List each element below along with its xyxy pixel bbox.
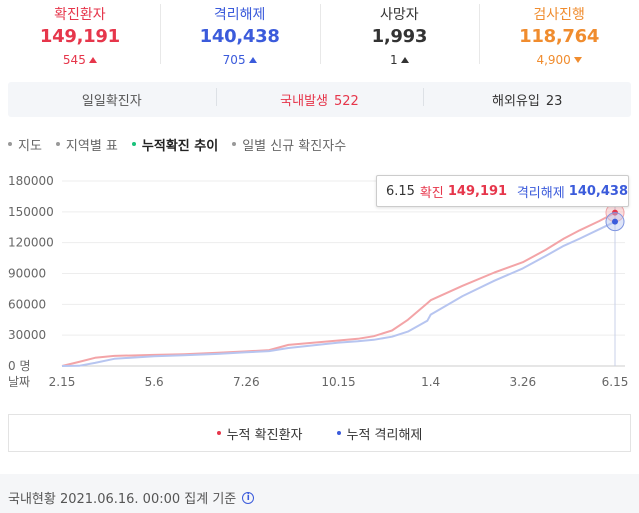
legend-label: 누적 격리해제 [346,427,423,443]
tab-label: 일별 신규 확진자수 [242,138,347,154]
released-highlight-dot [612,218,618,225]
legend-label: 누적 확진환자 [226,427,303,443]
stat-confirmed: 확진환자 149,191 545 [0,0,160,74]
bullet-icon [55,142,60,146]
bullet-icon [131,142,136,146]
stat-value: 149,191 [39,26,120,47]
stat-label: 확진환자 [54,7,106,23]
y-tick-label: 120000 [8,236,54,250]
released-series-line [61,220,616,367]
stat-label: 검사진행 [533,7,585,23]
x-tick-label: 10.15 [321,375,355,389]
tab-daily-new[interactable]: 일별 신규 확진자수 [232,134,346,154]
tab-region-table[interactable]: 지역별 표 [55,134,118,154]
tab-cumulative-trend[interactable]: 누적확진 추이 [131,134,219,154]
overseas-label: 해외유입 [491,94,540,109]
daily-domestic: 국내발생 522 [215,88,424,109]
stat-value: 140,438 [199,26,280,47]
y-tick-label: 60000 [8,297,46,311]
cumulative-line-chart[interactable]: 180000 150000 120000 90000 60000 30000 0 명날짜 2.… [0,168,639,398]
stat-delta: 545 [0,53,160,67]
overseas-value: 23 [545,94,563,109]
domestic-value: 522 [334,94,359,109]
tooltip-confirmed-label: 확진 [419,185,444,201]
y-tick-label: 150000 [8,205,54,219]
domestic-label: 국내발생 [280,94,329,109]
stat-deaths: 사망자 1,993 1 [319,0,480,74]
bullet-icon [232,142,237,146]
daily-label: 일일확진자 [8,90,216,109]
tab-map[interactable]: 지도 [8,134,42,154]
stat-testing: 검사진행 118,764 4,900 [479,0,639,74]
tab-label: 지역별 표 [65,138,118,154]
stat-delta: 4,900 [479,53,639,67]
confirmed-series-line [61,211,616,367]
info-icon[interactable]: i [242,491,255,504]
x-tick-label: 3.26 [509,375,536,389]
stat-value: 118,764 [519,26,600,47]
daily-confirmed-bar: 일일확진자 국내발생 522 해외유입 23 [8,82,631,117]
x-tick-label: 5.6 [145,375,164,389]
view-tabs: 지도 지역별 표 누적확진 추이 일별 신규 확진자수 [8,134,360,154]
tooltip-date: 6.15 [386,183,415,199]
legend-dot-icon [216,431,221,435]
chart-tooltip: 6.15 확진 149,191 격리해제 140,438 [376,175,629,207]
x-tick-label: 2.15 [49,375,76,389]
tab-label: 누적확진 추이 [141,138,219,154]
x-tick-label: 1.4 [421,375,440,389]
x-axis-label: 날짜 [8,375,30,389]
stat-delta: 1 [320,53,480,67]
y-tick-label: 180000 [8,174,54,188]
stat-label: 격리해제 [213,7,266,23]
legend-released[interactable]: 누적 격리해제 [336,424,423,443]
footer: 국내현황 2021.06.16. 00:00 집계 기준 i [0,474,639,513]
stat-label: 사망자 [380,7,419,23]
y-tick-label: 90000 [8,267,46,281]
tooltip-released-value: 140,438 [568,183,629,199]
daily-overseas: 해외유입 23 [423,88,631,109]
chart-legend: 누적 확진환자 누적 격리해제 [8,414,631,452]
stat-delta: 705 [160,53,320,67]
y-tick-label: 30000 [8,328,46,342]
stat-value: 1,993 [371,26,428,47]
x-tick-label: 6.15 [602,375,629,389]
tooltip-released-label: 격리해제 [516,185,565,201]
x-tick-label: 7.26 [233,375,260,389]
footer-text: 국내현황 2021.06.16. 00:00 집계 기준 [8,492,237,507]
stats-summary: 확진환자 149,191 545 격리해제 140,438 705 사망자 1,… [0,0,639,74]
legend-confirmed[interactable]: 누적 확진환자 [216,424,303,443]
bullet-icon [8,142,12,146]
daily-title: 일일확진자 [81,94,142,109]
tab-label: 지도 [18,138,42,154]
tooltip-confirmed-value: 149,191 [447,183,508,199]
stat-released: 격리해제 140,438 705 [159,0,320,74]
legend-dot-icon [336,431,341,435]
y-tick-label: 0 명 [8,359,31,373]
